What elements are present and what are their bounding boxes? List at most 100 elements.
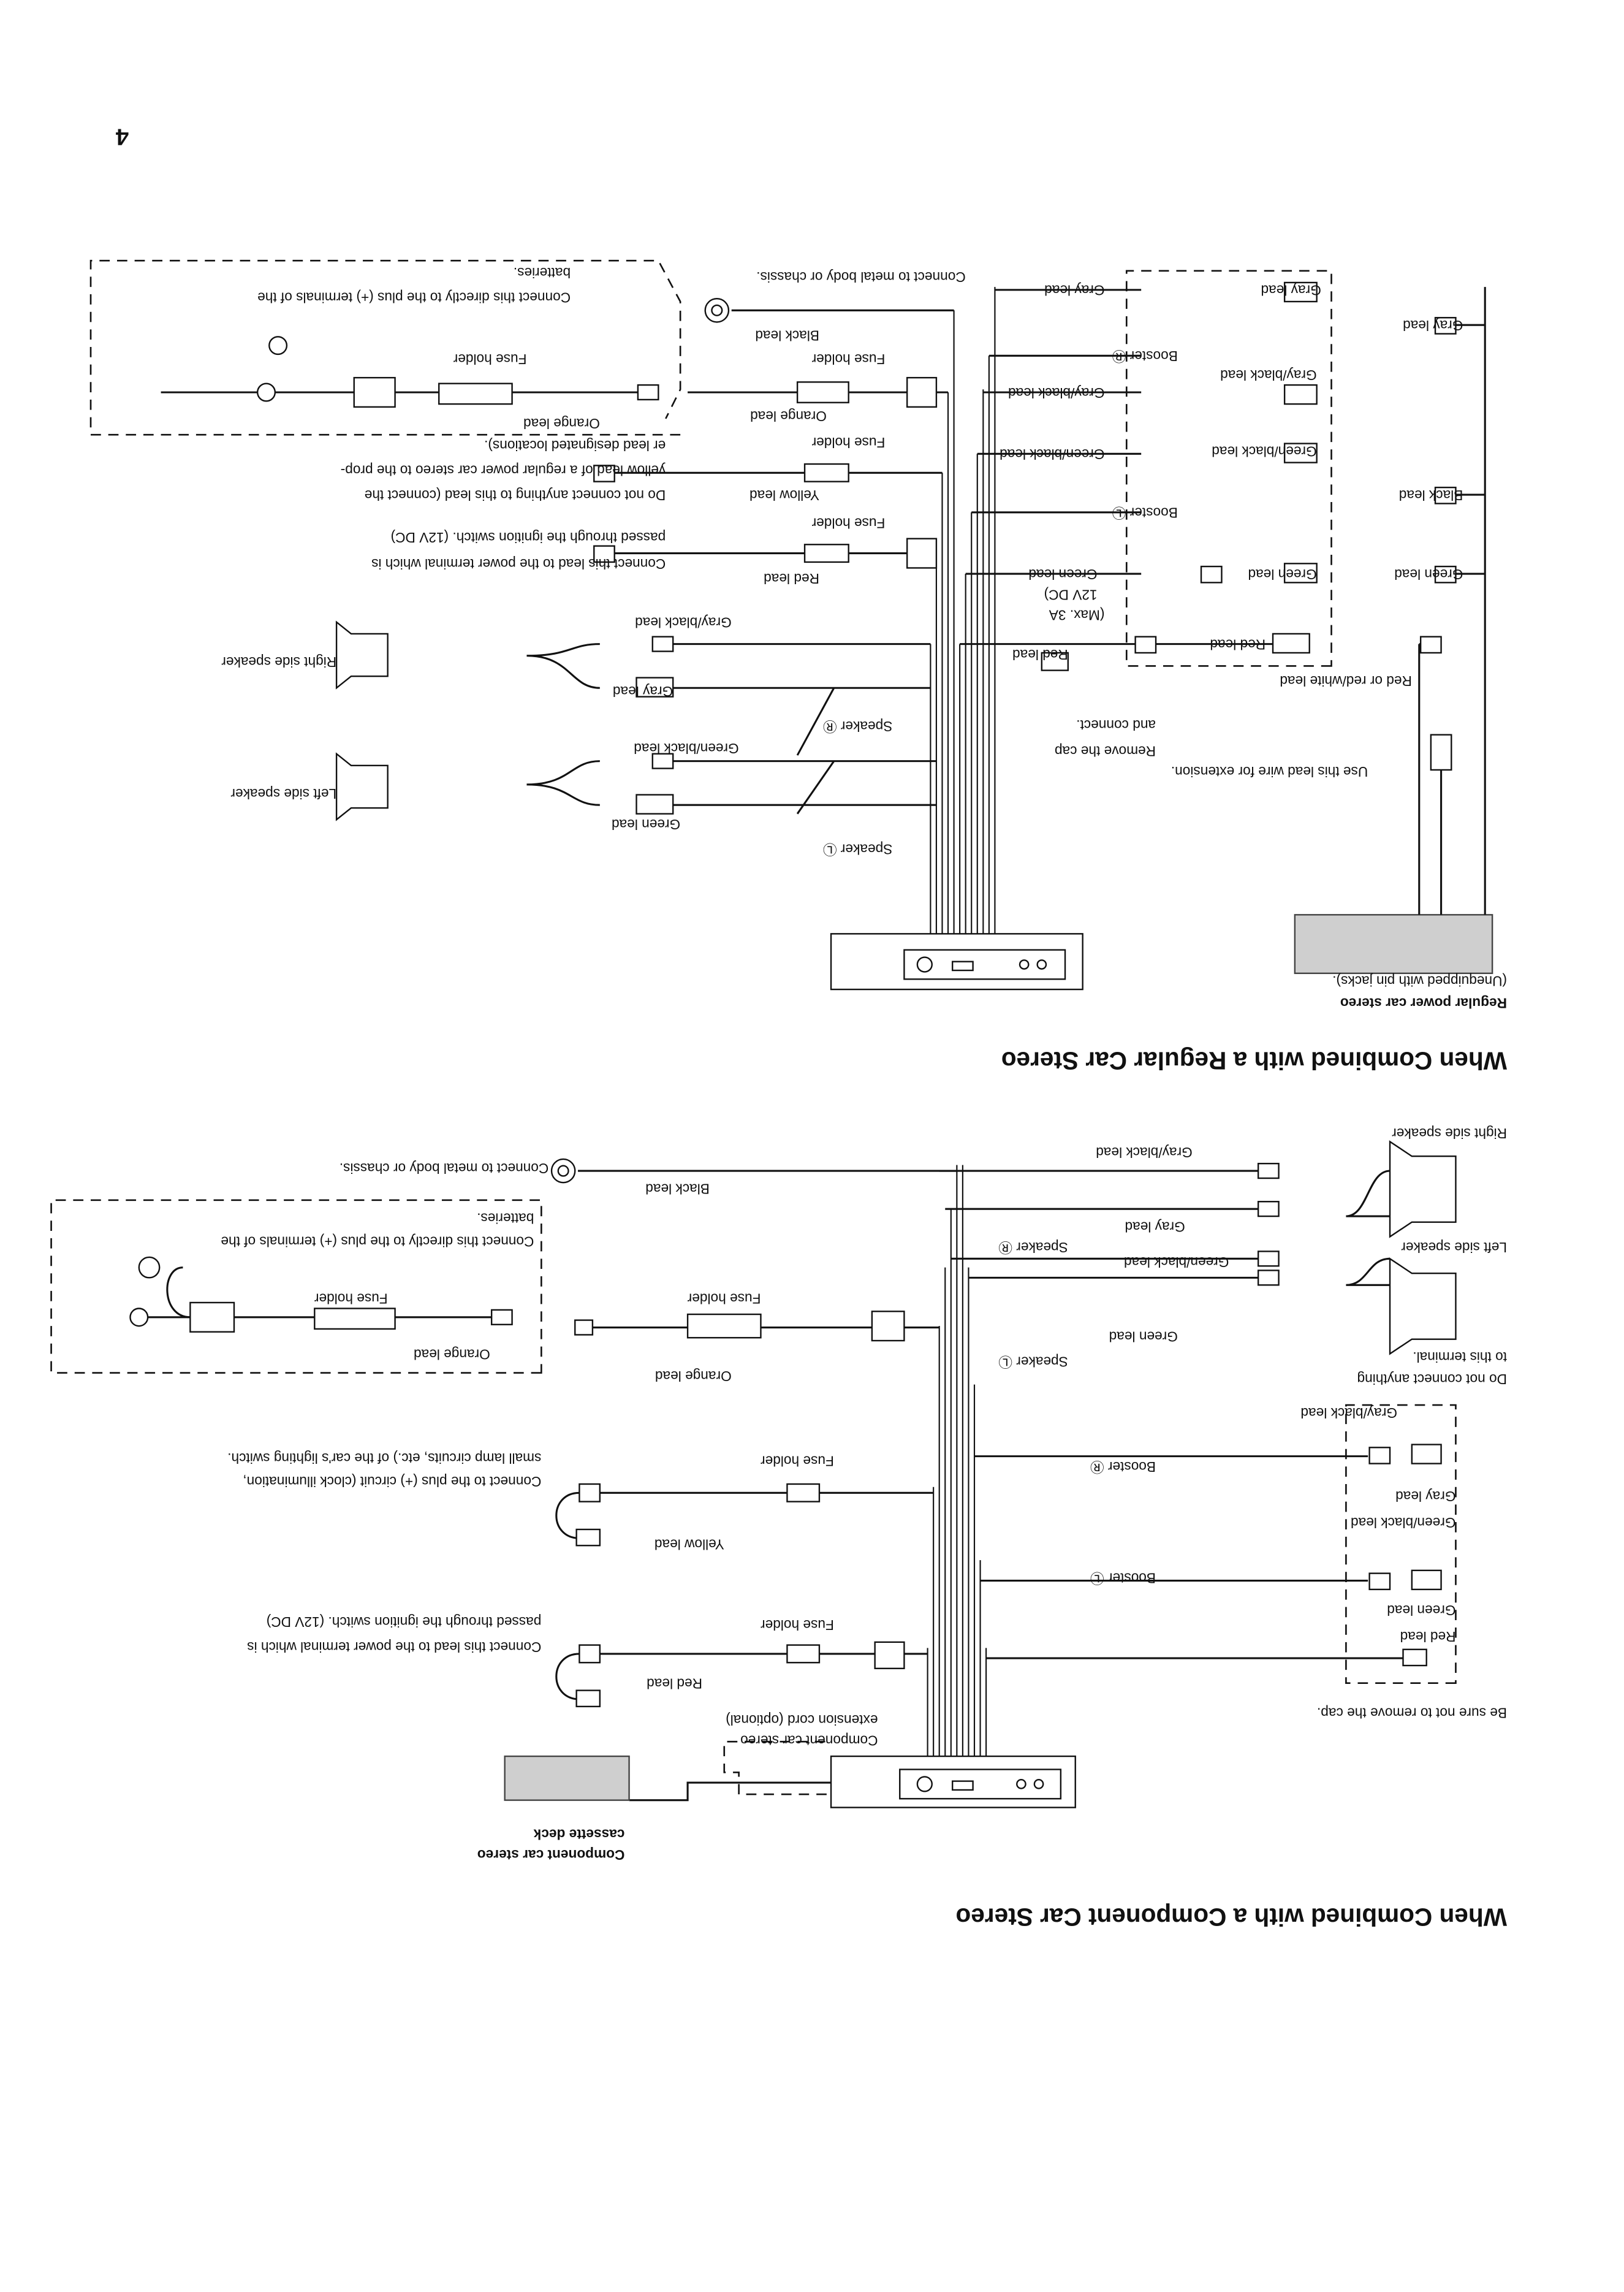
mid-green-black-lead-label: Green/black lead — [1000, 446, 1104, 462]
battery-fuse-holder-label: Fuse holder — [314, 1291, 387, 1307]
red-lead-note-3: Connect this lead to the power terminal … — [371, 556, 666, 572]
left-speaker-label-2: Left side speaker — [230, 786, 336, 802]
regular-title: When Combined with a Regular Car Stereo — [1001, 1047, 1507, 1075]
gray-lead-label: Gray lead — [1125, 1219, 1185, 1235]
red-lead-note: Connect this lead to the power terminal … — [247, 1639, 541, 1655]
fuse-holder-label-2: Fuse holder — [761, 1453, 834, 1469]
battery-orange-lead-label-2: Orange lead — [523, 416, 600, 432]
booster-green-black-lead: Green/black lead — [1351, 1515, 1455, 1531]
head-unit-2 — [830, 933, 1083, 991]
battery-note-4: batteries. — [514, 265, 571, 281]
cassette-deck — [504, 1755, 630, 1801]
booster-connector-box-2 — [1125, 270, 1332, 667]
ground-fuse-holder-label: Fuse holder — [811, 351, 885, 367]
booster-green-lead-2: Green lead — [1248, 566, 1316, 582]
mid-gray-lead-label: Gray lead — [1044, 283, 1104, 299]
red-lead-label-2: Red lead — [764, 571, 819, 587]
extension-cord-label: Component car stereo — [740, 1733, 878, 1749]
max-note: (Max. 3A — [1049, 607, 1105, 623]
booster-gray-black-lead: Gray/black lead — [1300, 1405, 1397, 1421]
gray-black-lead-label: Gray/black lead — [1096, 1144, 1193, 1160]
red-lead-label: Red lead — [647, 1676, 702, 1692]
booster-gray-lead: Gray lead — [1395, 1488, 1455, 1504]
right-speaker-label-2: Right side speaker — [221, 654, 336, 670]
green-lead-label-2: Green lead — [1394, 566, 1463, 582]
max-note-2: 12V DC) — [1044, 587, 1098, 603]
black-lead-label: Black lead — [645, 1181, 710, 1197]
battery-orange-lead-label: Orange lead — [414, 1346, 490, 1362]
red-lead-note-4: passed through the ignition switch. (12V… — [391, 530, 666, 546]
cassette-deck-label: Component car stereo — [477, 1847, 625, 1863]
speaker-r-label-2: Speaker Ⓡ — [823, 718, 892, 734]
yellow-lead-note: Connect to the plus (+) circuit (clock i… — [243, 1474, 541, 1490]
component-title: When Combined with a Component Car Stere… — [955, 1903, 1507, 1931]
booster-r-label: Booster Ⓡ — [1090, 1459, 1156, 1475]
cap-note: Be sure not to remove the cap. — [1317, 1705, 1507, 1721]
booster-connector-box — [1345, 1404, 1457, 1684]
left-speaker-icon — [1389, 1257, 1457, 1355]
no-connect-note-2: to this terminal. — [1413, 1349, 1507, 1365]
yellow-lead-label: Yellow lead — [655, 1537, 724, 1553]
speaker-r-label: Speaker Ⓡ — [998, 1239, 1068, 1255]
booster-r-label-2: Booster Ⓡ — [1112, 348, 1178, 364]
battery-note: Connect this directly to the plus (+) te… — [221, 1234, 534, 1250]
mid-gray-black-lead-label: Gray/black lead — [1008, 385, 1105, 401]
green-lead-label: Green lead — [1109, 1329, 1178, 1345]
booster-green-lead: Green lead — [1387, 1602, 1455, 1618]
component-section: When Combined with a Component Car Stere… — [50, 1125, 1507, 1931]
spk-gray-black-lead-label: Gray/black lead — [635, 615, 732, 631]
left-speaker-icon-2 — [335, 752, 389, 821]
speaker-l-label: Speaker Ⓛ — [998, 1353, 1068, 1369]
extension-cord-label-2: extension cord (optional) — [726, 1712, 878, 1728]
spk-green-lead-label: Green lead — [612, 817, 680, 832]
page-number: 4 — [115, 123, 129, 150]
booster-l-label: Booster Ⓛ — [1090, 1571, 1156, 1586]
battery-note-2: batteries. — [477, 1210, 534, 1226]
remove-cap-note-2: and connect. — [1076, 717, 1156, 733]
battery-fuse-holder-label-2: Fuse holder — [453, 351, 526, 367]
fuse-holder-label: Fuse holder — [761, 1617, 834, 1633]
fuse-holder-label-5: Fuse holder — [811, 435, 885, 451]
right-speaker-icon — [1389, 1140, 1457, 1238]
ground-note: Connect to metal body or chassis. — [340, 1160, 549, 1176]
yellow-lead-note-2: small lamp circuits, etc.) of the car's … — [227, 1450, 541, 1466]
right-speaker-label: Right side speaker — [1392, 1125, 1507, 1141]
left-speaker-label: Left side speaker — [1401, 1239, 1507, 1255]
no-connect-note: Do not connect anything — [1357, 1371, 1507, 1387]
mid-green-lead-label: Green lead — [1028, 566, 1097, 582]
right-speaker-icon-2 — [335, 620, 389, 690]
spk-gray-lead-label: Gray lead — [613, 683, 673, 699]
cassette-deck-label-2: cassette deck — [533, 1826, 624, 1842]
remove-cap-note: Remove the cap — [1055, 744, 1156, 760]
stereo-gray-lead-label: Gray lead — [1403, 318, 1463, 333]
black-lead-label-2: Black lead — [755, 328, 819, 344]
booster-red-lead-2: Red lead — [1210, 636, 1265, 652]
yellow-lead-label-2: Yellow lead — [749, 487, 819, 503]
head-unit — [830, 1755, 1076, 1808]
booster-l-label-2: Booster Ⓛ — [1112, 505, 1178, 521]
regular-car-stereo — [1294, 914, 1493, 974]
stereo-black-lead-label: Black lead — [1399, 487, 1463, 503]
ground-note-2: Connect to metal body or chassis. — [756, 269, 966, 285]
booster-red-lead: Red lead — [1400, 1629, 1456, 1645]
spk-green-black-lead-label: Green/black lead — [634, 741, 738, 756]
orange-lead-label-2: Orange lead — [750, 408, 827, 424]
booster-gray-black-lead-2: Gray/black lead — [1220, 367, 1317, 383]
yellow-lead-note-4: yellow lead of a regular power car stere… — [341, 462, 666, 478]
yellow-lead-note-3: Do not connect anything to this lead (co… — [365, 487, 666, 503]
fuse-holder-label-3: Fuse holder — [687, 1291, 761, 1307]
booster-gray-lead-2: Gray lead — [1261, 283, 1321, 299]
battery-note-3: Connect this directly to the plus (+) te… — [257, 290, 571, 306]
red-white-lead-label: Red or red/white lead — [1280, 673, 1412, 689]
red-lead-note-2: passed through the ignition switch. (12V… — [267, 1614, 542, 1630]
regular-stereo-label: Regular power car stereo — [1340, 995, 1507, 1011]
mid-red-lead-label: Red lead — [1012, 647, 1068, 663]
battery-connection-box — [50, 1199, 542, 1374]
fuse-holder-label-4: Fuse holder — [811, 515, 885, 531]
regular-section: When Combined with a Regular Car Stereo … — [89, 259, 1507, 1075]
booster-green-black-lead-2: Green/black lead — [1212, 443, 1316, 459]
green-black-lead-label: Green/black lead — [1124, 1254, 1229, 1270]
regular-stereo-label-2: (Unequipped with pin jacks). — [1332, 973, 1507, 989]
orange-lead-label: Orange lead — [655, 1368, 732, 1384]
